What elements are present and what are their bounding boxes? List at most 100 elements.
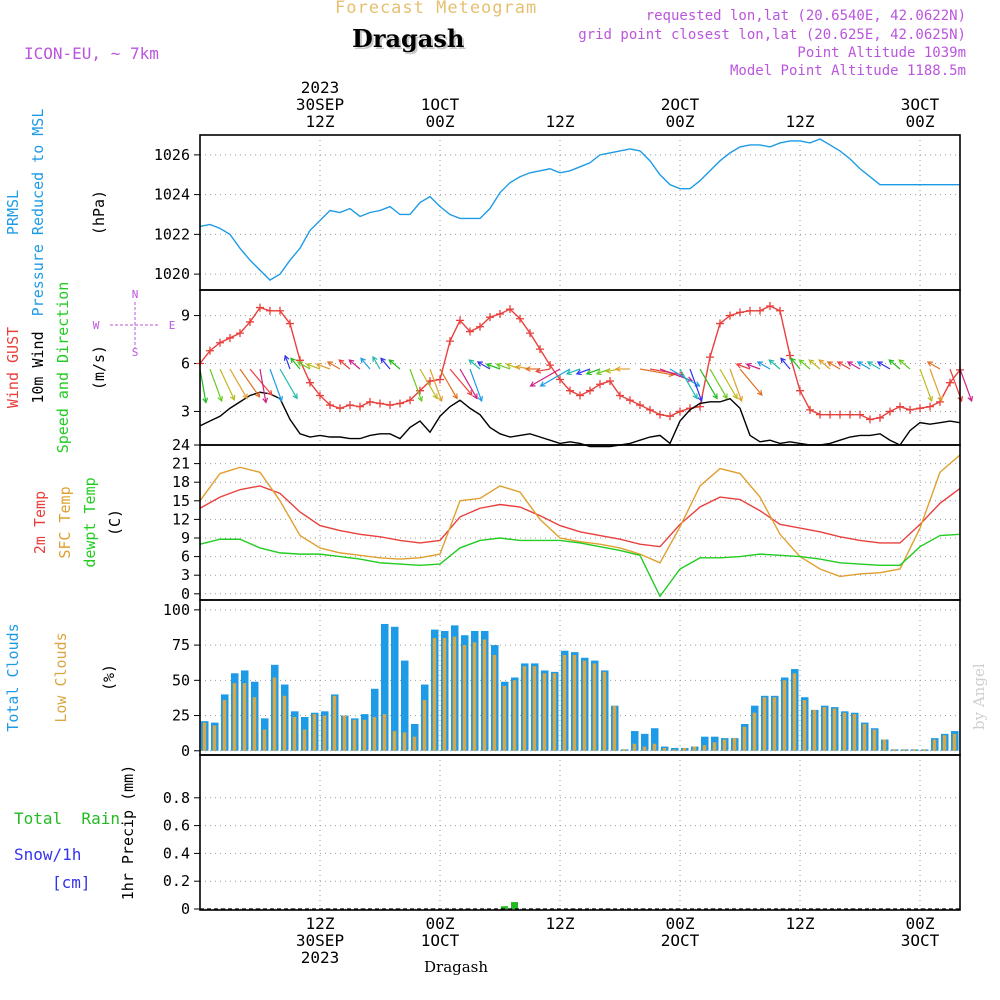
wind-arrow-head	[529, 381, 536, 387]
wind-arrow-head	[283, 354, 290, 361]
wind-arrow-head	[534, 367, 542, 374]
pressure-panel	[194, 134, 961, 291]
gust-point	[336, 404, 344, 413]
low-cloud-bar	[442, 638, 447, 751]
wind-arrow-head	[254, 391, 261, 398]
y-tick-label: 0.2	[163, 872, 190, 890]
bottom-time-label: 1OCT	[421, 931, 460, 950]
gust-point	[926, 402, 934, 411]
rain-bar	[511, 902, 518, 909]
series-line-sfc-temp	[199, 454, 961, 578]
wind-direction-arrow	[439, 368, 458, 399]
wind-arrow-head	[514, 364, 522, 371]
wind-direction-arrow	[699, 368, 718, 399]
wind-direction-arrow	[929, 368, 943, 402]
gust-point	[236, 329, 244, 338]
temperature-frame	[199, 444, 961, 601]
wind-arrow-head	[876, 361, 883, 367]
panel-ylabel: SFC Temp	[56, 486, 74, 558]
gust-point	[226, 333, 234, 342]
y-tick-label: 0.4	[163, 844, 190, 862]
gust-point	[896, 402, 904, 411]
bottom-time-label: 2023	[301, 948, 340, 967]
low-cloud-bar	[352, 719, 357, 751]
y-tick-label: 0.6	[163, 817, 190, 835]
low-cloud-bar	[292, 716, 297, 751]
low-cloud-bar	[252, 697, 257, 751]
wind-arrow-head	[957, 395, 963, 403]
y-tick-label: 0	[181, 585, 190, 603]
gust-point	[396, 399, 404, 408]
wind-arrow-head	[565, 369, 572, 376]
chart-title: Dragash	[352, 24, 465, 53]
top-time-label: 00Z	[666, 112, 695, 131]
low-cloud-bar	[712, 742, 717, 751]
rain-bar	[501, 906, 508, 909]
total-cloud-bar	[701, 736, 709, 751]
low-cloud-bar	[572, 654, 577, 751]
wind-direction-arrow	[306, 363, 321, 370]
wind-direction-arrow	[388, 359, 401, 370]
low-cloud-bar	[202, 722, 207, 751]
wind-arrow-head	[722, 393, 728, 400]
wind-direction-arrow	[709, 368, 728, 399]
low-cloud-bar	[312, 714, 317, 751]
panel-ylabel: dewpt Temp	[81, 477, 99, 567]
wind-arrow-head	[798, 359, 805, 365]
low-cloud-bar	[912, 749, 917, 751]
wind-direction-arrow	[536, 368, 551, 373]
gust-point	[836, 410, 844, 419]
gust-point	[206, 346, 214, 355]
gust-point	[566, 386, 574, 395]
low-cloud-bar	[632, 743, 637, 751]
low-cloud-bar	[242, 683, 247, 751]
wind-arrow-head	[888, 359, 895, 365]
wind-direction-arrow	[199, 368, 207, 403]
gust-point	[316, 391, 324, 400]
low-cloud-bar	[542, 673, 547, 751]
wind-arrow-head	[808, 359, 815, 365]
wind-panel	[110, 289, 973, 448]
wind-arrow-head	[338, 359, 345, 365]
wind-direction-arrow	[209, 368, 223, 402]
top-time-label: 00Z	[426, 112, 455, 131]
low-cloud-bar	[332, 695, 337, 751]
wind-direction-arrow	[719, 368, 738, 399]
low-cloud-bar	[262, 729, 267, 751]
gust-point	[646, 405, 654, 414]
pressure-frame	[199, 134, 961, 291]
wind-direction-arrow	[808, 359, 821, 370]
wind-direction-arrow	[689, 368, 703, 402]
low-cloud-bar	[852, 714, 857, 751]
low-cloud-bar	[402, 732, 407, 751]
wind-arrow-head	[476, 361, 483, 367]
low-cloud-bar	[482, 639, 487, 751]
wind-direction-arrow	[790, 357, 801, 370]
wind-arrow-head	[818, 359, 825, 365]
top-time-label: 1OCT	[421, 95, 460, 114]
wind-arrow-head	[790, 357, 796, 364]
total-cloud-bar	[631, 731, 639, 751]
low-cloud-bar	[582, 660, 587, 751]
gust-point	[816, 410, 824, 419]
y-tick-label: 6	[181, 548, 190, 566]
gust-point	[656, 410, 664, 419]
bottom-time-label: 30SEP	[296, 931, 344, 950]
y-tick-label: 3	[181, 566, 190, 584]
wind-arrow-head	[242, 393, 248, 400]
wind-direction-arrow	[780, 357, 791, 370]
wind-arrow-head	[732, 393, 738, 400]
panel-ylabel: (C)	[106, 509, 124, 536]
wind-direction-arrow	[927, 361, 941, 370]
gust-point	[776, 306, 784, 315]
wind-direction-arrow	[269, 368, 283, 402]
wind-arrow-head	[229, 394, 236, 401]
wind-direction-arrow	[530, 368, 561, 387]
top-time-label: 2OCT	[661, 95, 700, 114]
wind-arrow-head	[927, 395, 933, 403]
low-cloud-bar	[832, 708, 837, 751]
y-tick-label: 18	[172, 473, 190, 491]
low-cloud-bar	[902, 749, 907, 751]
wind-direction-arrow	[290, 357, 301, 370]
wind-direction-arrow	[857, 361, 871, 370]
